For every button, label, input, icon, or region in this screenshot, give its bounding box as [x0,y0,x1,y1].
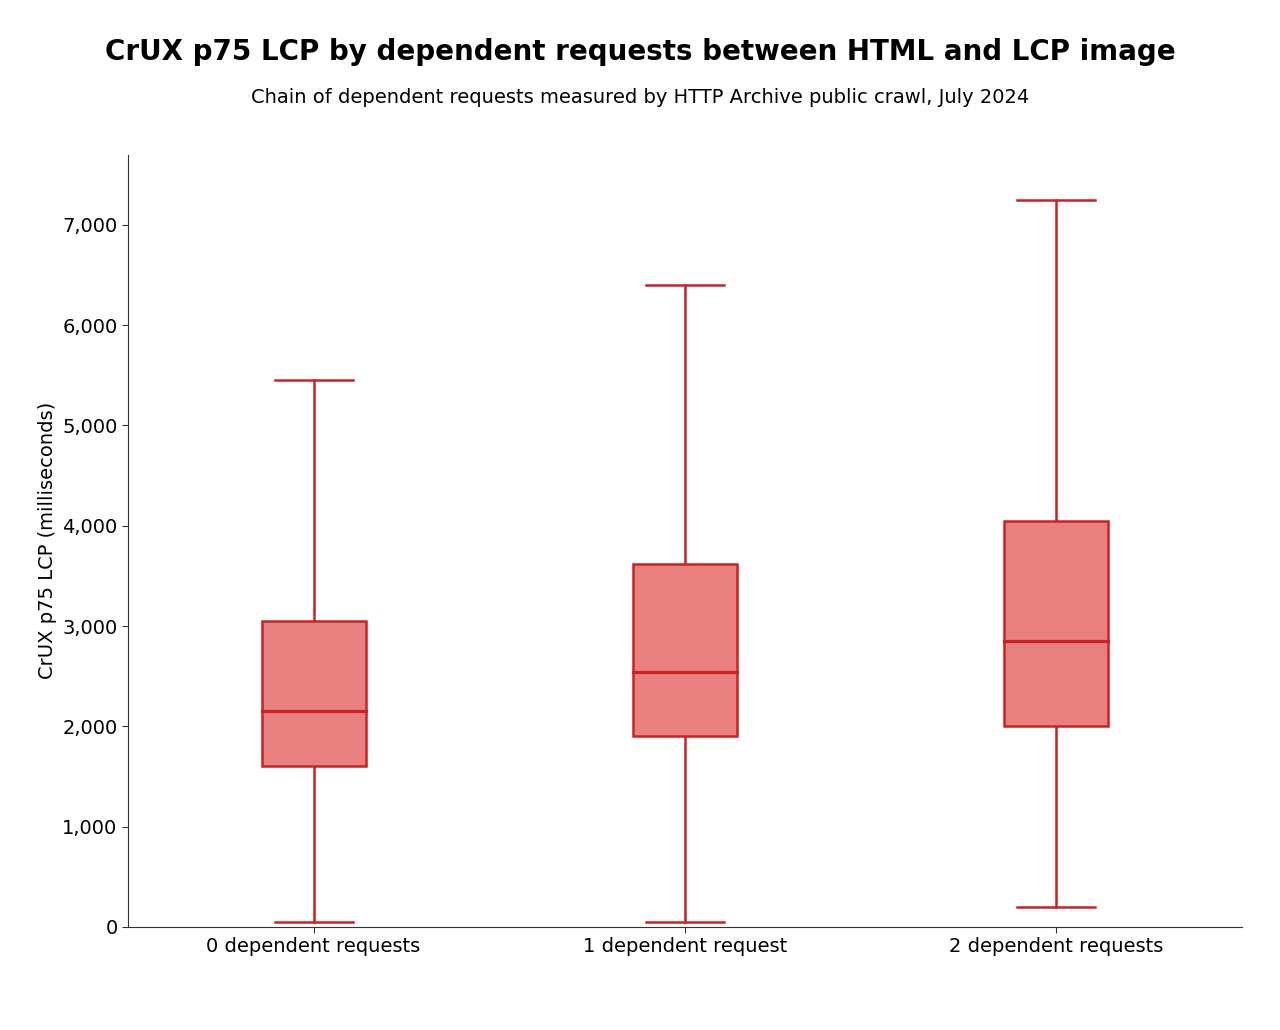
Text: CrUX p75 LCP by dependent requests between HTML and LCP image: CrUX p75 LCP by dependent requests betwe… [105,37,1175,66]
Bar [1004,521,1108,726]
Bar [632,563,737,736]
Y-axis label: CrUX p75 LCP (milliseconds): CrUX p75 LCP (milliseconds) [37,402,56,680]
Bar [261,621,366,766]
Text: Chain of dependent requests measured by HTTP Archive public crawl, July 2024: Chain of dependent requests measured by … [251,89,1029,107]
